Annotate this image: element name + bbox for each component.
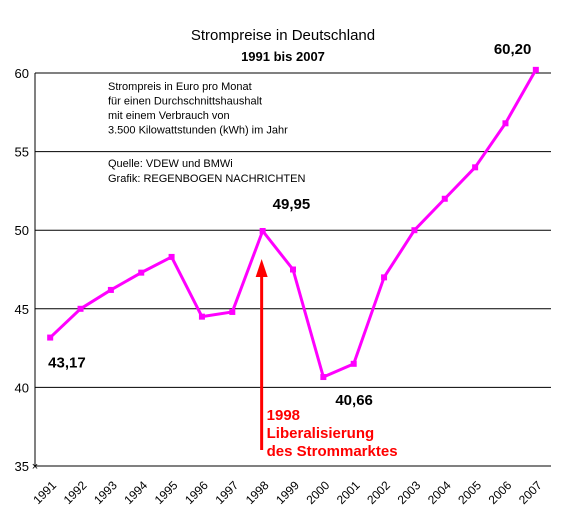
data-label-1998: 49,95 xyxy=(273,196,311,213)
note-line-3: 3.500 Kilowattstunden (kWh) im Jahr xyxy=(108,125,288,137)
y-tick-40: 40 xyxy=(15,380,29,395)
data-point-2007 xyxy=(532,66,539,73)
data-point-1993 xyxy=(107,286,114,293)
y-tick-45: 45 xyxy=(15,302,29,317)
grid-lines xyxy=(35,72,551,388)
x-tick-2003: 2003 xyxy=(395,478,424,507)
x-tick-2005: 2005 xyxy=(455,478,484,507)
note-line-0: Strompreis in Euro pro Monat xyxy=(108,81,252,93)
x-tick-1991: 1991 xyxy=(30,478,59,507)
x-tick-1997: 1997 xyxy=(212,478,241,507)
axes: × xyxy=(32,73,551,473)
data-point-1991 xyxy=(47,334,54,341)
x-tick-1993: 1993 xyxy=(91,478,120,507)
data-point-2001 xyxy=(350,360,357,367)
data-point-1995 xyxy=(168,253,175,260)
chart-subtitle: 1991 bis 2007 xyxy=(241,49,325,64)
data-point-1997 xyxy=(229,308,236,315)
data-label-1991: 43,17 xyxy=(48,355,86,372)
y-tick-35: 35 xyxy=(15,459,29,474)
data-point-2004 xyxy=(441,195,448,202)
annotation-line-1: Liberalisierung xyxy=(267,425,375,442)
x-tick-2006: 2006 xyxy=(486,478,515,507)
data-point-1994 xyxy=(138,269,145,276)
data-point-2005 xyxy=(472,164,479,171)
data-point-2002 xyxy=(381,274,388,281)
x-tick-1994: 1994 xyxy=(121,478,150,507)
note-line-2: mit einem Verbrauch von xyxy=(108,110,230,122)
y-tick-55: 55 xyxy=(15,145,29,160)
data-labels: 43,17 49,95 40,66 60,20 xyxy=(48,41,531,409)
data-point-2003 xyxy=(411,227,418,234)
y-tick-50: 50 xyxy=(15,223,29,238)
x-tick-2004: 2004 xyxy=(425,478,454,507)
x-tick-2000: 2000 xyxy=(304,478,333,507)
source-line-1: Grafik: REGENBOGEN NACHRICHTEN xyxy=(108,173,305,185)
y-tick-labels: 35 40 45 50 55 60 xyxy=(15,66,29,474)
annotation-arrow-head xyxy=(255,258,268,277)
data-point-2006 xyxy=(502,120,509,127)
chart-source: Quelle: VDEW und BMWi Grafik: REGENBOGEN … xyxy=(108,158,305,185)
annotation-line-0: 1998 xyxy=(267,407,300,424)
x-tick-2001: 2001 xyxy=(334,478,363,507)
x-tick-labels: 1991 1992 1993 1994 1995 1996 1997 1998 1999 2000… xyxy=(30,478,545,507)
x-tick-1992: 1992 xyxy=(61,478,90,507)
data-point-1992 xyxy=(77,305,84,312)
chart-notes: Strompreis in Euro pro Monat für einen Du… xyxy=(108,81,288,137)
data-point-2000 xyxy=(320,374,327,381)
x-tick-1998: 1998 xyxy=(243,478,272,507)
axis-origin-mark: × xyxy=(32,461,38,473)
x-tick-2002: 2002 xyxy=(364,478,393,507)
source-line-0: Quelle: VDEW und BMWi xyxy=(108,158,233,170)
x-tick-1999: 1999 xyxy=(273,478,302,507)
data-label-2000: 40,66 xyxy=(335,392,373,409)
x-tick-1996: 1996 xyxy=(182,478,211,507)
x-tick-1995: 1995 xyxy=(152,478,181,507)
series xyxy=(47,66,539,381)
data-point-1996 xyxy=(198,313,205,320)
x-tick-2007: 2007 xyxy=(516,478,545,507)
data-point-1999 xyxy=(290,266,296,273)
data-point-1998 xyxy=(259,227,266,234)
chart-title: Strompreise in Deutschland xyxy=(191,27,375,44)
note-line-1: für einen Durchschnittshaushalt xyxy=(108,96,262,108)
data-label-2007: 60,20 xyxy=(494,41,532,58)
annotation-line-2: des Strommarktes xyxy=(267,443,398,460)
y-tick-60: 60 xyxy=(15,66,29,81)
